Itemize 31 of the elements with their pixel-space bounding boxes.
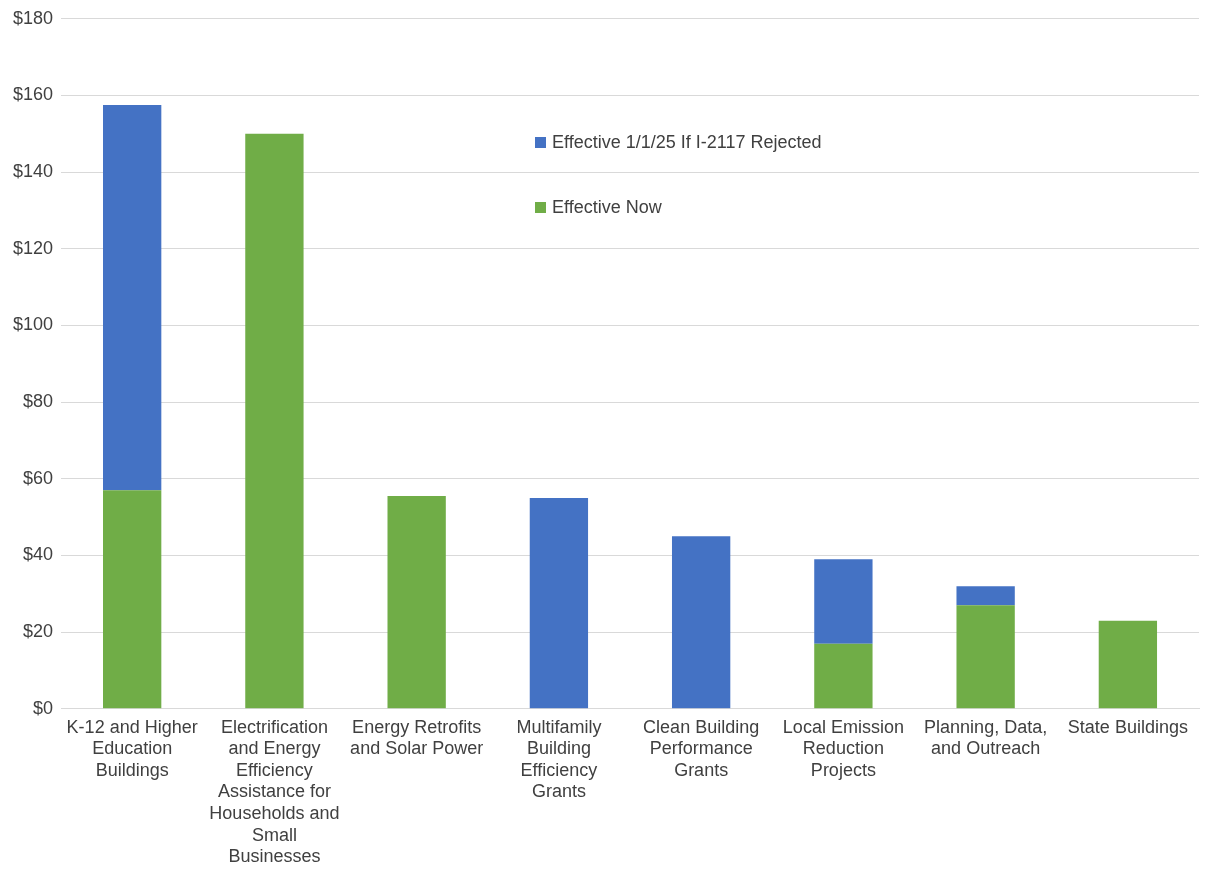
y-tick-label: $40 [23,544,54,565]
x-tick-label: K-12 and Higher Education Buildings [66,716,198,780]
bar [956,586,1015,606]
x-tick-label: State Buildings [1067,716,1188,737]
x-tick-label: Planning, Data, and Outreach [924,716,1048,759]
y-tick-label: $20 [23,621,54,642]
y-tick-label: $0 [33,697,54,718]
y-tick-label: $100 [13,314,54,335]
bar [529,497,589,709]
x-tick-label: Local Emission Reduction Projects [782,716,904,780]
y-tick-label: $140 [13,161,54,182]
x-tick-label: Electrification and Energy Efficiency Assistance for Households and Small Businesses [209,716,340,867]
y-tick-label: $180 [13,7,54,28]
bar [814,643,873,709]
bar [814,559,873,644]
x-tick-label: Multifamily Building Efficiency Grants [516,716,602,802]
y-tick-label: $60 [23,467,54,488]
legend-label: Effective 1/1/25 If I-2117 Rejected [552,132,822,153]
y-tick-label: $160 [13,84,54,105]
bar [387,496,446,709]
bar [671,536,731,709]
y-tick-label: $80 [23,391,54,412]
y-tick-label: $120 [13,237,54,258]
bar [245,133,304,709]
x-tick-label: Energy Retrofits and Solar Power [350,716,484,759]
x-tick-label: Clean Building Performance Grants [643,716,760,780]
bar [103,490,162,709]
bar [956,605,1015,709]
bar [103,105,162,491]
legend-label: Effective Now [552,197,662,218]
bar [1098,620,1158,709]
